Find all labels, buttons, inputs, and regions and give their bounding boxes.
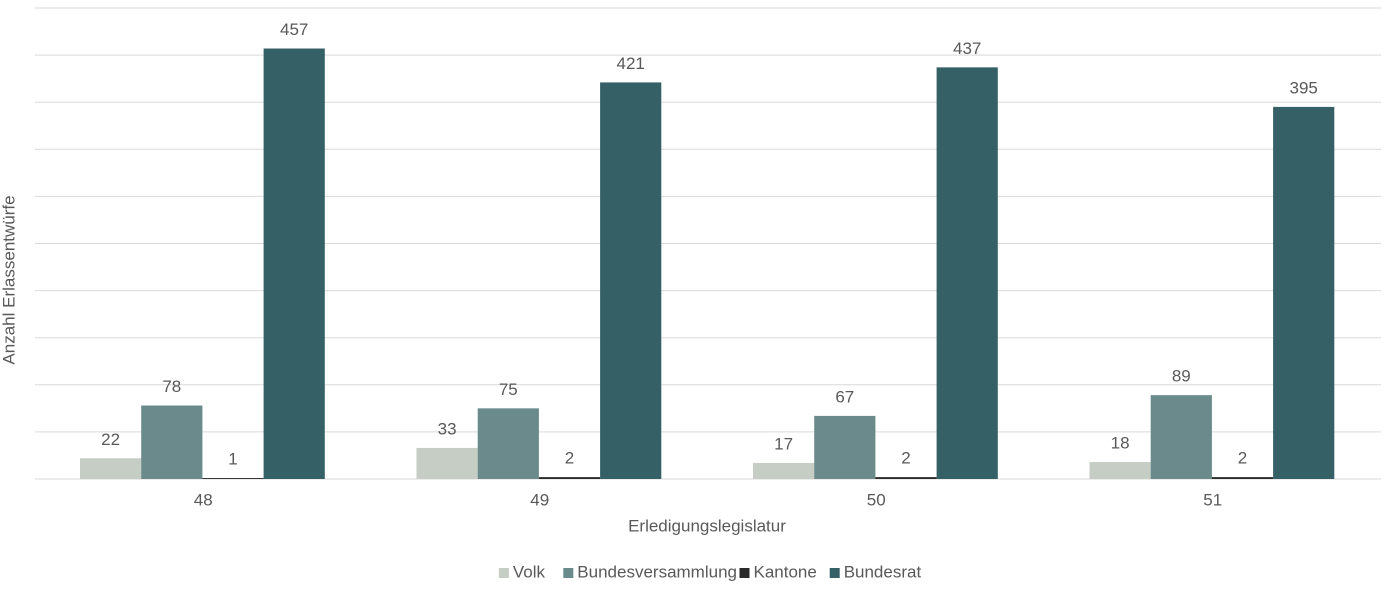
x-tick-label: 50 — [867, 490, 886, 509]
value-label: 18 — [1111, 434, 1130, 453]
value-label: 67 — [835, 387, 854, 406]
bar — [416, 447, 478, 479]
bar — [202, 478, 264, 479]
value-label: 22 — [101, 430, 120, 449]
x-tick-label: 48 — [194, 490, 213, 509]
bar — [1273, 106, 1335, 479]
legend-label: Bundesrat — [844, 562, 922, 581]
legend-swatch — [739, 568, 750, 578]
value-label: 457 — [280, 20, 308, 39]
bar — [1211, 477, 1274, 479]
bar — [538, 477, 601, 479]
value-label: 33 — [438, 419, 457, 438]
value-label: 2 — [1238, 449, 1247, 468]
value-label: 75 — [499, 380, 518, 399]
legend-label: Volk — [513, 562, 546, 581]
legend-label: Kantone — [754, 562, 817, 581]
value-label: 421 — [617, 54, 645, 73]
value-label: 395 — [1290, 78, 1318, 97]
legend-swatch — [829, 568, 840, 578]
bar — [814, 415, 876, 479]
value-label: 78 — [162, 377, 181, 396]
bar — [1089, 462, 1151, 479]
legend-label: Bundesversammlung — [577, 562, 737, 581]
x-tick-label: 49 — [530, 490, 549, 509]
bar — [936, 67, 998, 479]
value-label: 17 — [774, 434, 793, 453]
value-label: 89 — [1172, 367, 1191, 386]
y-axis-title: Anzahl Erlassentwürfe — [0, 195, 18, 364]
x-tick-label: 51 — [1203, 490, 1222, 509]
legend-swatch — [498, 568, 509, 578]
value-label: 2 — [901, 449, 910, 468]
bar — [600, 82, 662, 479]
legend-swatch — [563, 568, 574, 578]
bar — [80, 458, 142, 479]
bar — [263, 48, 325, 479]
value-label: 2 — [565, 449, 574, 468]
bar — [1150, 395, 1212, 479]
bar — [875, 477, 937, 479]
value-label: 437 — [953, 39, 981, 58]
bar — [141, 405, 203, 479]
x-axis-title: Erledigungslegislatur — [628, 516, 786, 535]
value-label: 1 — [228, 450, 237, 469]
bar — [753, 462, 815, 479]
bar — [477, 408, 539, 479]
